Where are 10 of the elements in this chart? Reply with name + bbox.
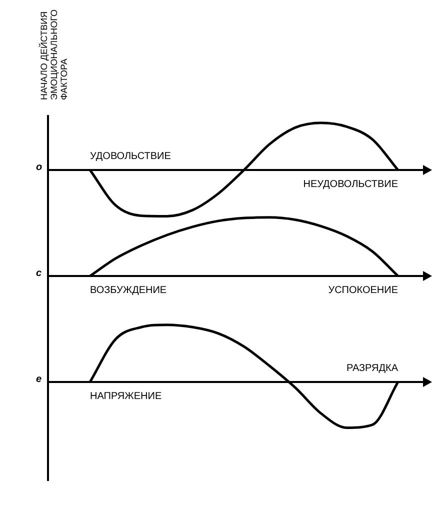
annotation: НЕУДОВОЛЬСТВИЕ bbox=[303, 179, 398, 191]
text: НАЧАЛО ДЕЙСТВИЯ ЭМОЦИОНАЛЬНОГО ФАКТОРА bbox=[39, 8, 69, 100]
annotation: РАЗРЯДКА bbox=[346, 363, 398, 375]
annotation: НАПРЯЖЕНИЕ bbox=[90, 391, 162, 403]
annotation: УДОВОЛЬСТВИЕ bbox=[90, 151, 171, 163]
text: ВОЗБУЖДЕНИЕ bbox=[90, 285, 167, 297]
y-axis-title: e bbox=[36, 374, 42, 385]
y-axis-title: o bbox=[36, 162, 42, 173]
y-axis-title: c bbox=[36, 268, 42, 279]
text: УСПОКОЕНИЕ bbox=[328, 285, 398, 297]
